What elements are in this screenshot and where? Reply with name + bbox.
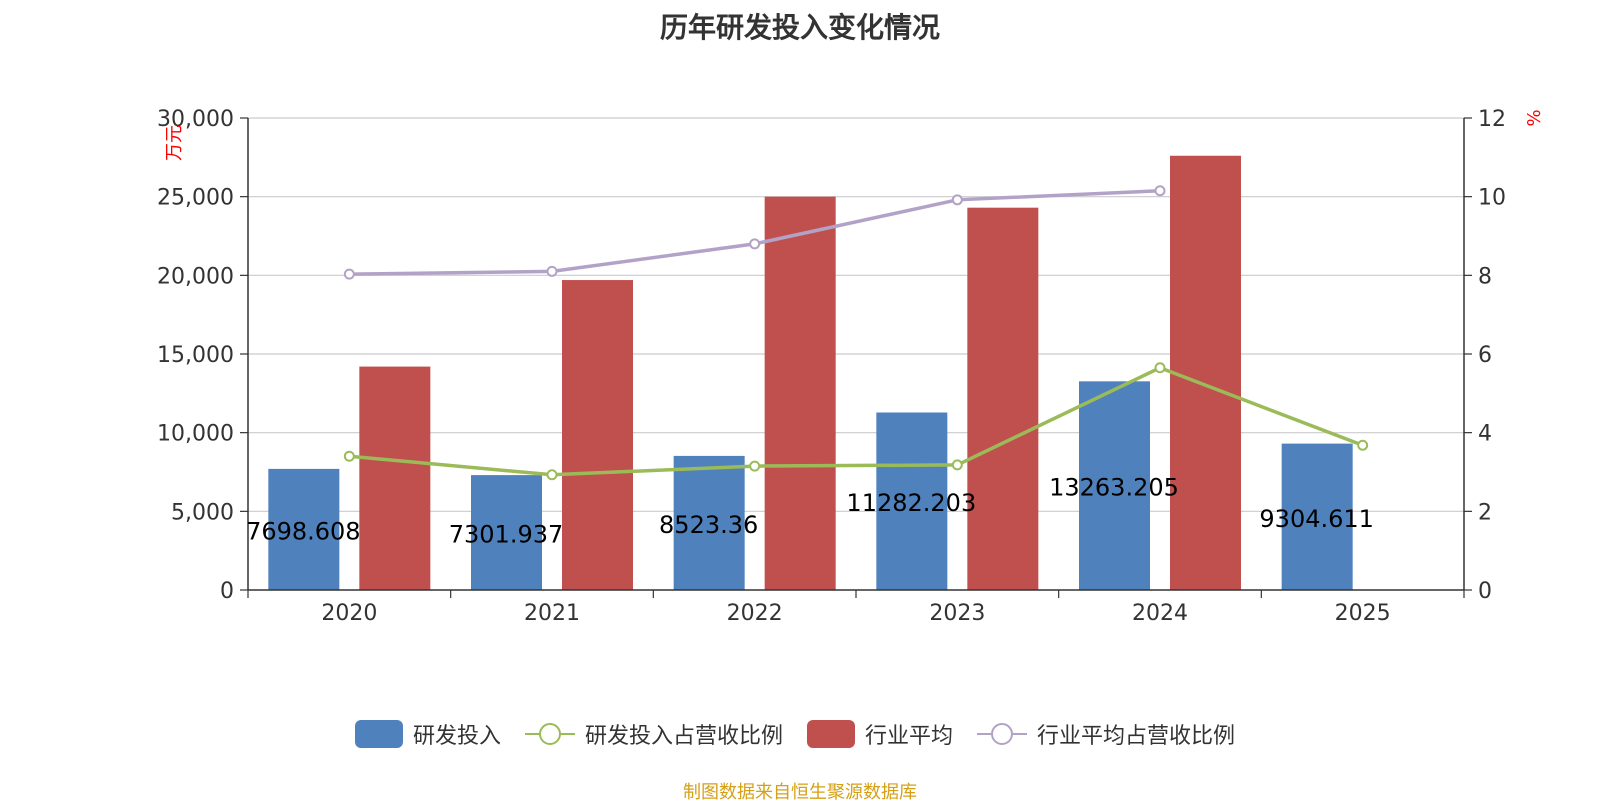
- x-tick-label: 2024: [1132, 601, 1188, 626]
- x-tick-label: 2025: [1335, 601, 1391, 626]
- line-point: [1357, 439, 1369, 451]
- legend: 研发投入 研发投入占营收比例 行业平均 行业平均占营收比例: [0, 718, 1600, 750]
- axes: 0 0 5,000 2 10,000 4 15,000 6 20,000 8 25,000 10 30,…: [157, 107, 1506, 626]
- x-tick-label: 2020: [321, 601, 377, 626]
- legend-item-rd-investment[interactable]: 研发投入: [354, 718, 501, 750]
- line-point: [951, 459, 963, 471]
- data-labels: 7698.608 7301.937 8523.36 11282.203 13263.20…: [246, 474, 1374, 549]
- bar: [1079, 381, 1150, 590]
- line-point: [1154, 185, 1166, 197]
- bar-marks: [268, 155, 1353, 590]
- y-left-tick-label: 25,000: [157, 186, 234, 211]
- legend-label: 研发投入占营收比例: [584, 724, 783, 749]
- y-left-tick-label: 20,000: [157, 264, 234, 289]
- bar-data-label: 7301.937: [449, 521, 564, 549]
- x-tick-label: 2023: [929, 601, 985, 626]
- bar: [673, 455, 745, 590]
- y-right-tick-label: 8: [1478, 264, 1492, 289]
- line-point: [343, 450, 355, 462]
- line-point: [546, 469, 558, 481]
- legend-swatch-line-icon: [524, 723, 575, 745]
- y-right-tick-label: 0: [1478, 579, 1492, 604]
- bar: [471, 475, 542, 590]
- bar-data-label: 13263.205: [1049, 474, 1179, 502]
- line-point: [951, 194, 963, 206]
- y-left-tick-label: 15,000: [157, 343, 234, 368]
- line-point: [749, 238, 761, 250]
- line-point: [749, 460, 761, 472]
- bar-data-label: 9304.611: [1259, 505, 1374, 533]
- legend-item-rd-ratio[interactable]: 研发投入占营收比例: [524, 718, 783, 750]
- bar: [268, 468, 340, 590]
- legend-swatch-bar-icon: [354, 720, 403, 748]
- y-axis-right-label: %: [1524, 109, 1545, 126]
- legend-label: 研发投入: [412, 724, 501, 749]
- line-point: [546, 265, 558, 277]
- y-left-tick-label: 5,000: [171, 500, 234, 525]
- line-point: [1154, 362, 1166, 374]
- legend-item-industry-ratio[interactable]: 行业平均占营收比例: [977, 718, 1235, 750]
- legend-item-industry-avg[interactable]: 行业平均: [807, 718, 953, 750]
- legend-label: 行业平均: [865, 724, 954, 749]
- y-right-tick-label: 6: [1478, 343, 1492, 368]
- y-right-tick-label: 12: [1478, 107, 1506, 132]
- source-note: 制图数据来自恒生聚源数据库: [683, 782, 917, 803]
- bar: [359, 366, 431, 590]
- y-left-tick-label: 0: [220, 579, 234, 604]
- bar: [562, 280, 633, 590]
- bar-data-label: 11282.203: [846, 489, 976, 517]
- bar: [876, 412, 948, 590]
- grid-lines: [248, 117, 1464, 512]
- line-marks: [343, 185, 1369, 481]
- series-line: [349, 365, 1364, 477]
- x-tick-label: 2022: [727, 601, 783, 626]
- y-left-tick-label: 30,000: [157, 107, 234, 132]
- bar: [1281, 443, 1353, 590]
- bar: [764, 196, 836, 590]
- legend-label: 行业平均占营收比例: [1037, 724, 1236, 749]
- y-right-tick-label: 2: [1478, 500, 1492, 525]
- line-point: [343, 268, 355, 280]
- x-tick-label: 2021: [524, 601, 580, 626]
- legend-swatch-line-icon: [977, 723, 1028, 745]
- legend-swatch-bar-icon: [807, 720, 855, 748]
- y-right-tick-label: 4: [1478, 422, 1492, 447]
- y-right-tick-label: 10: [1478, 186, 1506, 211]
- bar-data-label: 8523.36: [659, 511, 758, 539]
- y-left-tick-label: 10,000: [157, 422, 234, 447]
- y-axis-left-label: 万元: [164, 125, 185, 161]
- bar: [1170, 155, 1241, 590]
- chart-title: 历年研发投入变化情况: [659, 11, 940, 44]
- series-line: [349, 189, 1161, 276]
- bar-data-label: 7698.608: [246, 517, 361, 545]
- bar: [967, 207, 1039, 590]
